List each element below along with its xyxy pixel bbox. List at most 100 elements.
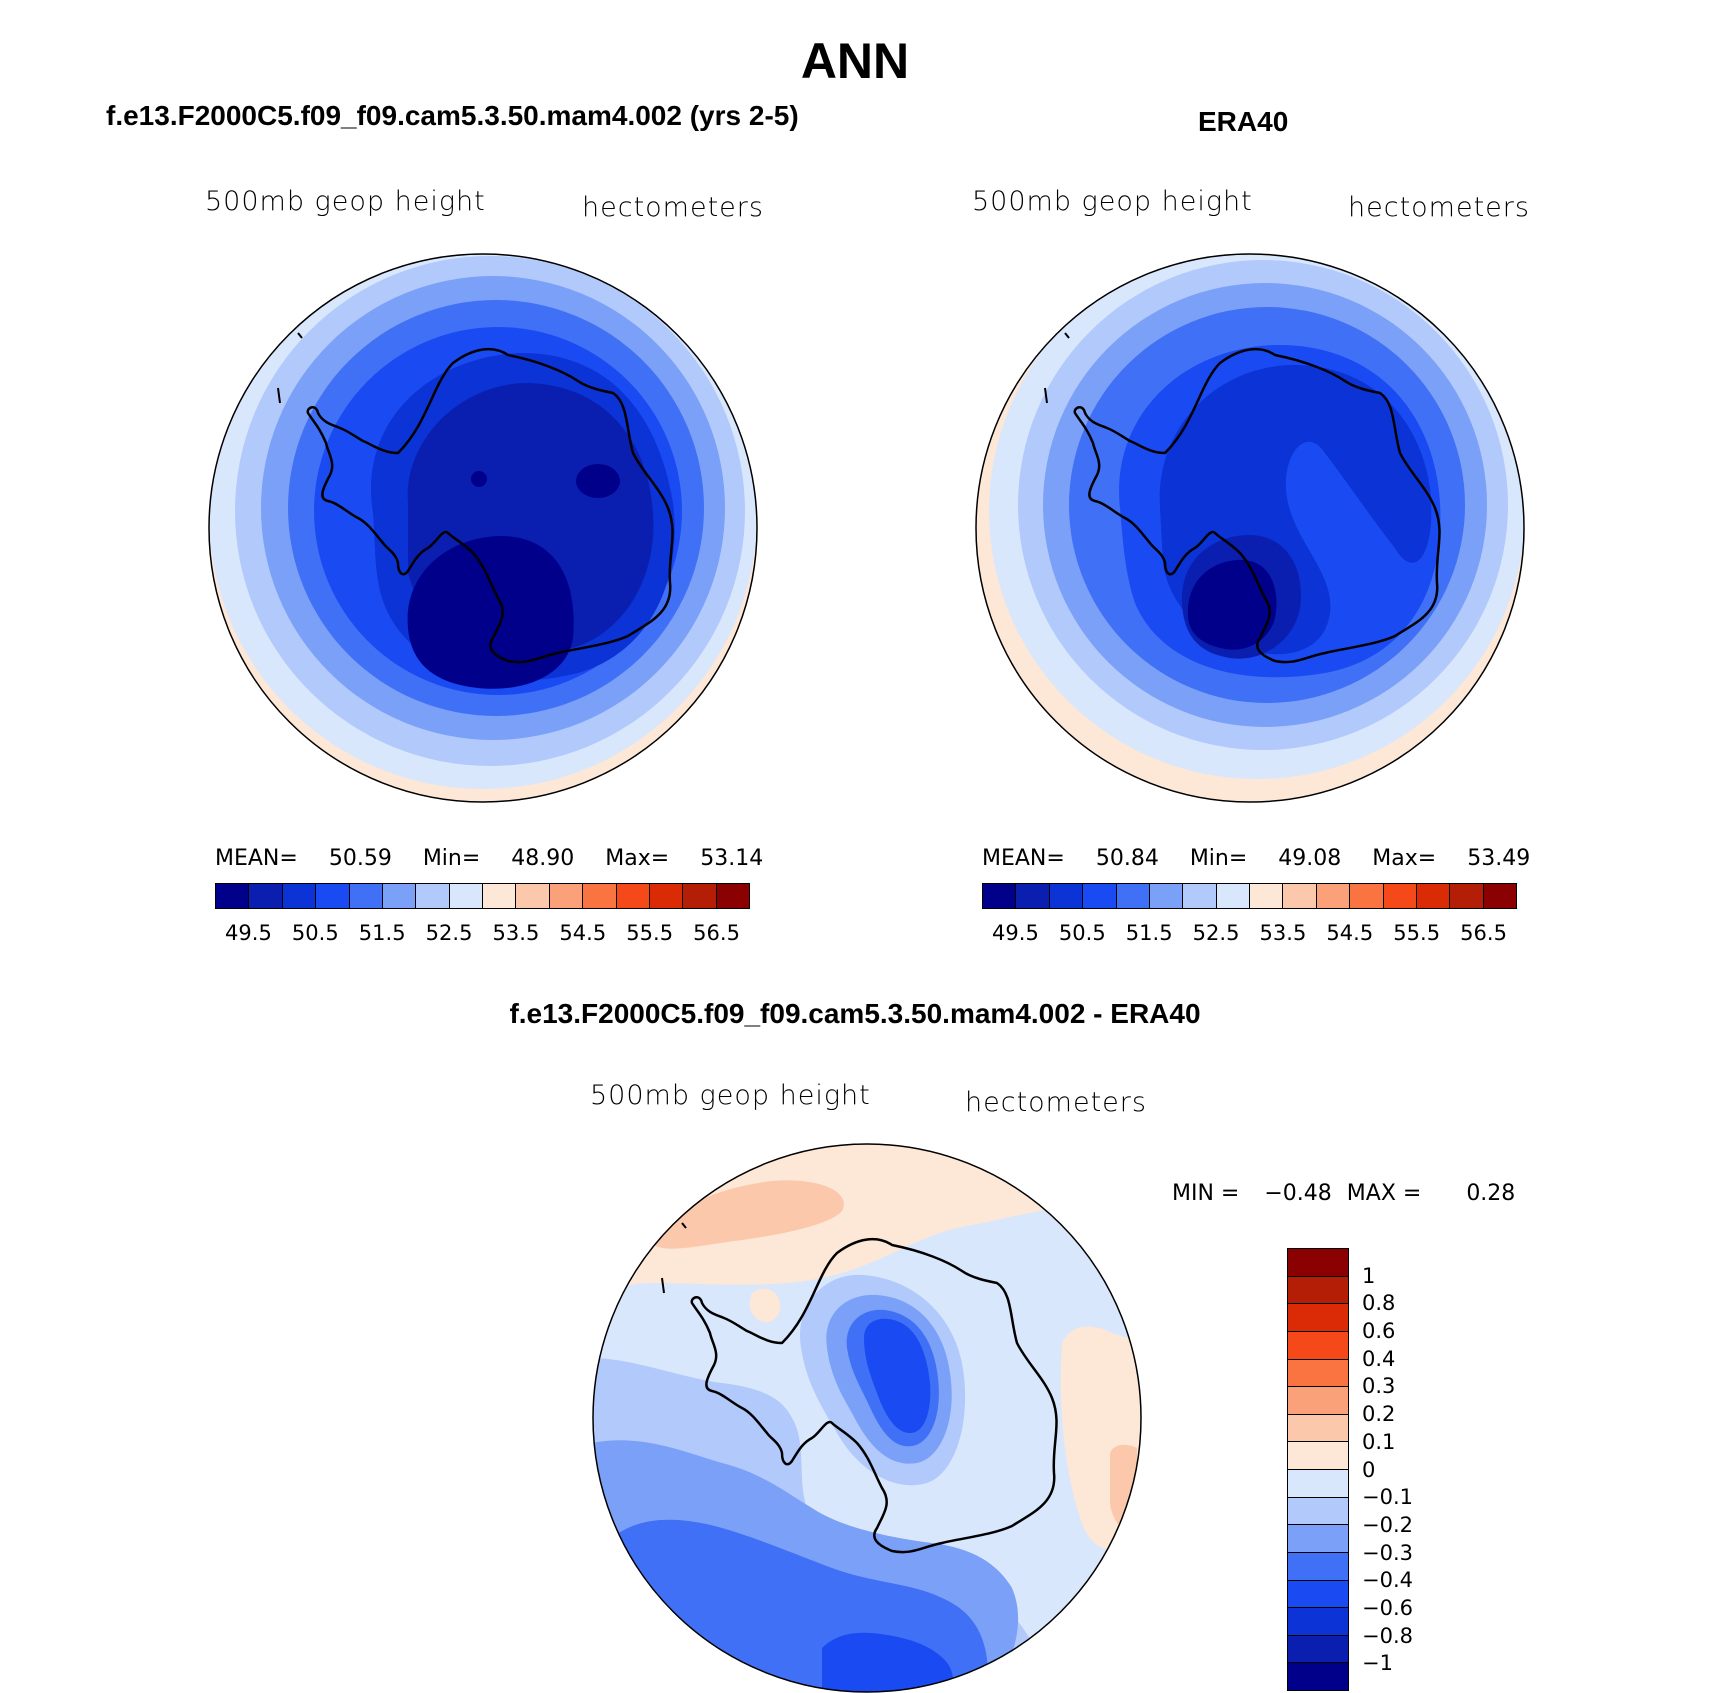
colorbar-tick-label: 51.5 [1125, 921, 1173, 945]
colorbar-tick-label: −0.1 [1362, 1485, 1413, 1510]
contour-fill [407, 535, 574, 689]
colorbar-tick-label: 0.1 [1362, 1429, 1396, 1454]
colorbar-swatch [649, 884, 684, 908]
colorbar-tick-label: 52.5 [1192, 921, 1240, 945]
max-value: 53.14 [700, 846, 764, 871]
colorbar-tick-label: 0.4 [1362, 1346, 1396, 1371]
panel-obs-stats: MEAN= 50.84 Min= 49.08 Max= 53.49 [982, 846, 1530, 871]
colorbar-swatch [249, 884, 283, 908]
colorbar-swatch [1416, 884, 1451, 908]
colorbar-swatch [1288, 1276, 1348, 1305]
colorbar-tick-label: 55.5 [1393, 921, 1441, 945]
contour-fill [471, 471, 487, 487]
mean-value: 50.59 [328, 846, 392, 871]
colorbar-swatch [1216, 884, 1250, 908]
max-label: MAX = [1346, 1181, 1422, 1206]
colorbar-tick-label: 51.5 [358, 921, 406, 945]
colorbar-tick-label: 50.5 [291, 921, 339, 945]
colorbar-swatch [1350, 884, 1384, 908]
colorbar-tick-label: 50.5 [1058, 921, 1106, 945]
panel-model-map [208, 253, 758, 803]
colorbar-swatch [1183, 884, 1217, 908]
contour-fill [822, 1632, 953, 1692]
colorbar-swatch [1016, 884, 1050, 908]
antarctica-coastline [690, 1237, 1058, 1554]
panel-diff-map [592, 1143, 1142, 1693]
colorbar-tick-label: 54.5 [559, 921, 607, 945]
colorbar-swatch [1288, 1387, 1348, 1415]
contour-fill [1400, 499, 1430, 548]
antarctica-coastline [1073, 347, 1441, 664]
island-outline [277, 387, 281, 404]
island-outline [1044, 387, 1048, 404]
panel-model-units: hectometers [582, 192, 764, 223]
colorbar-swatch [216, 884, 250, 908]
colorbar-swatch [1450, 884, 1484, 908]
panel-obs-variable: 500mb geop height [972, 186, 1253, 217]
colorbar-swatch [583, 884, 617, 908]
max-label: Max= [605, 846, 670, 871]
contour-fill [864, 1318, 931, 1433]
colorbar-swatch [449, 884, 483, 908]
min-label: MIN = [1172, 1181, 1240, 1206]
colorbar-swatch [549, 884, 584, 908]
panel-diff-colorbar [1287, 1248, 1349, 1691]
island-outline [1064, 332, 1070, 339]
colorbar-swatch [1083, 884, 1117, 908]
panel-obs-units: hectometers [1348, 192, 1530, 223]
colorbar-swatch [483, 884, 517, 908]
panel-diff-colorbar-ticks: 1 0.8 0.6 0.4 0.3 0.2 0.1 0 −0.1 −0.2 −0.3 −0.4 −0.6… [1362, 1248, 1442, 1691]
colorbar-tick-label: 0 [1362, 1457, 1376, 1482]
max-value: 0.28 [1466, 1181, 1516, 1206]
colorbar-swatch [1288, 1635, 1348, 1664]
contour-fill [749, 1288, 781, 1323]
colorbar-swatch [1288, 1608, 1348, 1636]
colorbar-tick-label: 49.5 [992, 921, 1039, 945]
figure-title: ANN [800, 33, 910, 89]
colorbar-swatch [1288, 1580, 1348, 1609]
panel-model-title: f.e13.F2000C5.f09_f09.cam5.3.50.mam4.002… [106, 100, 799, 131]
island-outline [661, 1277, 665, 1294]
colorbar-tick-label: 53.5 [1259, 921, 1307, 945]
panel-obs-colorbar [982, 883, 1517, 909]
colorbar-swatch [1483, 884, 1516, 908]
map-boundary [975, 253, 1525, 803]
colorbar-tick-label: −0.2 [1362, 1512, 1413, 1537]
min-value: 49.08 [1278, 846, 1342, 871]
panel-model-colorbar [215, 883, 750, 909]
colorbar-tick-label: 49.5 [225, 921, 272, 945]
colorbar-swatch [683, 884, 717, 908]
min-label: Min= [1189, 846, 1248, 871]
colorbar-tick-label: 0.6 [1362, 1319, 1396, 1344]
colorbar-swatch [1116, 884, 1150, 908]
colorbar-swatch [282, 884, 317, 908]
antarctica-coastline [306, 347, 674, 664]
colorbar-swatch [1288, 1249, 1348, 1277]
colorbar-swatch [1288, 1442, 1348, 1470]
colorbar-tick-label: −0.6 [1362, 1595, 1413, 1620]
mean-label: MEAN= [215, 846, 298, 871]
panel-obs-title: ERA40 [1198, 106, 1289, 137]
min-value: 48.90 [511, 846, 575, 871]
colorbar-swatch [1288, 1359, 1348, 1388]
colorbar-swatch [416, 884, 450, 908]
panel-model-stats: MEAN= 50.59 Min= 48.90 Max= 53.14 [215, 846, 763, 871]
colorbar-swatch [1049, 884, 1084, 908]
colorbar-tick-label: 54.5 [1326, 921, 1374, 945]
colorbar-swatch [1288, 1552, 1348, 1581]
colorbar-tick-label: −0.4 [1362, 1568, 1413, 1593]
colorbar-tick-label: 55.5 [626, 921, 674, 945]
colorbar-tick-label: −0.3 [1362, 1540, 1413, 1565]
colorbar-swatch [1316, 884, 1351, 908]
colorbar-swatch [382, 884, 417, 908]
contour-fill [576, 464, 620, 498]
colorbar-swatch [1288, 1525, 1348, 1553]
colorbar-swatch [1288, 1663, 1348, 1690]
panel-diff-units: hectometers [965, 1087, 1147, 1118]
colorbar-swatch [1283, 884, 1317, 908]
max-label: Max= [1372, 846, 1437, 871]
colorbar-swatch [349, 884, 383, 908]
colorbar-tick-label: 53.5 [492, 921, 540, 945]
map-boundary [208, 253, 758, 803]
contour-fill [1187, 559, 1277, 650]
